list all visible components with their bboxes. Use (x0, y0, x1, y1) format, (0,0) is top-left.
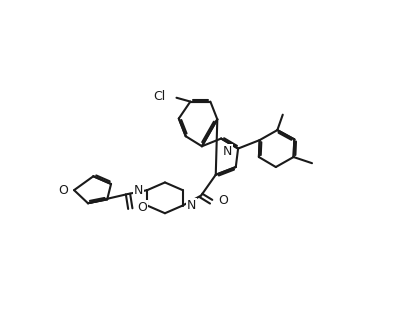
Text: O: O (137, 201, 147, 214)
Text: O: O (218, 194, 228, 207)
Text: O: O (58, 184, 68, 197)
Text: N: N (223, 145, 232, 158)
Text: Cl: Cl (153, 90, 166, 103)
Text: N: N (186, 199, 196, 212)
Text: N: N (134, 184, 143, 197)
